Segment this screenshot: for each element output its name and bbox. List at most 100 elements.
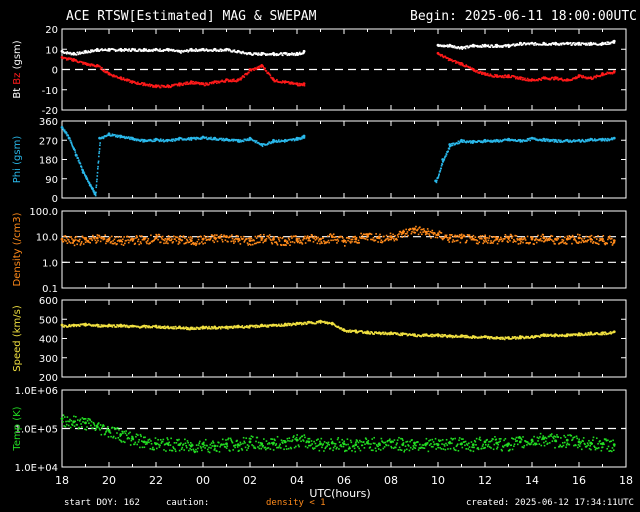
data-point-density — [102, 238, 105, 241]
data-point-speed — [609, 332, 611, 334]
data-point-temp — [246, 444, 249, 446]
data-point-density — [417, 228, 419, 231]
data-point-density — [405, 228, 407, 231]
data-point-bz — [441, 55, 444, 57]
data-point-density — [459, 241, 462, 244]
data-point-speed — [554, 333, 557, 337]
data-point-phi — [222, 137, 225, 140]
data-point-temp — [276, 435, 279, 438]
data-point-speed — [515, 338, 517, 340]
data-point-speed — [413, 333, 416, 337]
data-point-density — [210, 237, 212, 239]
data-point-speed — [291, 324, 293, 326]
data-point-speed — [612, 330, 616, 334]
data-point-phi — [172, 138, 175, 141]
data-point-bz — [552, 76, 554, 79]
data-point-bt — [194, 50, 197, 53]
data-point-phi — [291, 139, 293, 142]
data-point-density — [133, 237, 135, 240]
data-point-speed — [400, 332, 402, 335]
data-point-bz — [483, 72, 487, 75]
data-point-temp — [516, 440, 518, 442]
data-point-temp — [508, 449, 511, 452]
data-point-density — [377, 241, 379, 243]
data-point-bt — [195, 49, 198, 51]
data-point-density — [444, 234, 447, 237]
data-point-temp — [296, 434, 298, 436]
data-point-bt — [438, 45, 441, 47]
data-point-bz — [178, 84, 181, 87]
data-point-bz — [301, 83, 303, 86]
data-point-speed — [289, 323, 292, 325]
data-point-temp — [481, 447, 483, 450]
data-point-speed — [229, 326, 231, 329]
data-point-bz — [481, 73, 483, 75]
data-point-bz — [204, 82, 207, 84]
data-point-density — [261, 239, 263, 241]
data-point-bt — [457, 46, 460, 48]
data-point-temp — [124, 432, 127, 435]
data-point-temp — [286, 437, 289, 440]
data-point-temp — [317, 444, 320, 447]
data-point-temp — [330, 438, 332, 440]
data-point-speed — [97, 324, 100, 326]
data-point-temp — [166, 437, 169, 439]
data-point-density — [140, 242, 142, 245]
data-point-phi — [260, 143, 264, 146]
data-point-density — [101, 237, 104, 239]
data-point-temp — [93, 424, 96, 427]
data-point-density — [514, 234, 516, 237]
data-point-density — [251, 239, 253, 242]
data-point-bt — [172, 49, 175, 51]
data-point-bt — [166, 47, 170, 51]
data-point-bt — [302, 49, 306, 53]
data-point-phi — [558, 140, 561, 142]
data-point-phi — [440, 165, 443, 167]
data-point-speed — [109, 325, 112, 328]
data-point-bz — [225, 78, 228, 82]
data-point-density — [195, 244, 197, 247]
data-point-bt — [167, 50, 170, 52]
data-point-bt — [609, 42, 612, 45]
data-point-speed — [191, 328, 193, 330]
data-point-bt — [501, 46, 504, 48]
data-point-speed — [278, 323, 280, 326]
data-point-bt — [229, 50, 232, 52]
data-point-density — [75, 235, 78, 238]
data-point-bt — [571, 42, 574, 45]
data-point-bz — [255, 68, 257, 71]
data-point-speed — [601, 333, 603, 336]
data-point-density — [233, 238, 236, 241]
data-point-speed — [471, 337, 473, 339]
data-point-density — [300, 241, 303, 244]
data-point-density — [571, 242, 573, 245]
data-point-temp — [213, 449, 216, 451]
data-point-phi — [141, 138, 144, 141]
data-point-speed — [191, 326, 194, 329]
data-point-temp — [102, 424, 105, 426]
data-point-speed — [422, 333, 424, 336]
data-point-bz — [605, 73, 608, 75]
data-point-bt — [578, 43, 580, 46]
data-point-phi — [445, 153, 448, 156]
data-point-phi — [218, 138, 220, 141]
data-point-bz — [554, 76, 557, 79]
data-point-speed — [104, 324, 107, 327]
data-point-temp — [343, 440, 345, 443]
data-point-phi — [210, 136, 212, 139]
data-point-density — [286, 240, 289, 243]
data-point-speed — [443, 335, 445, 337]
data-point-density — [451, 234, 453, 236]
data-point-bt — [291, 52, 293, 54]
data-point-speed — [511, 336, 514, 338]
data-point-temp — [411, 448, 414, 450]
data-point-phi — [495, 138, 499, 142]
data-point-density — [86, 240, 89, 243]
data-point-bt — [270, 53, 272, 56]
data-point-density — [582, 239, 584, 242]
data-point-speed — [467, 335, 469, 338]
data-point-speed — [490, 336, 493, 338]
data-point-density — [166, 237, 170, 241]
y-tick-label-mag: 10 — [45, 45, 58, 56]
data-point-density — [298, 237, 300, 240]
